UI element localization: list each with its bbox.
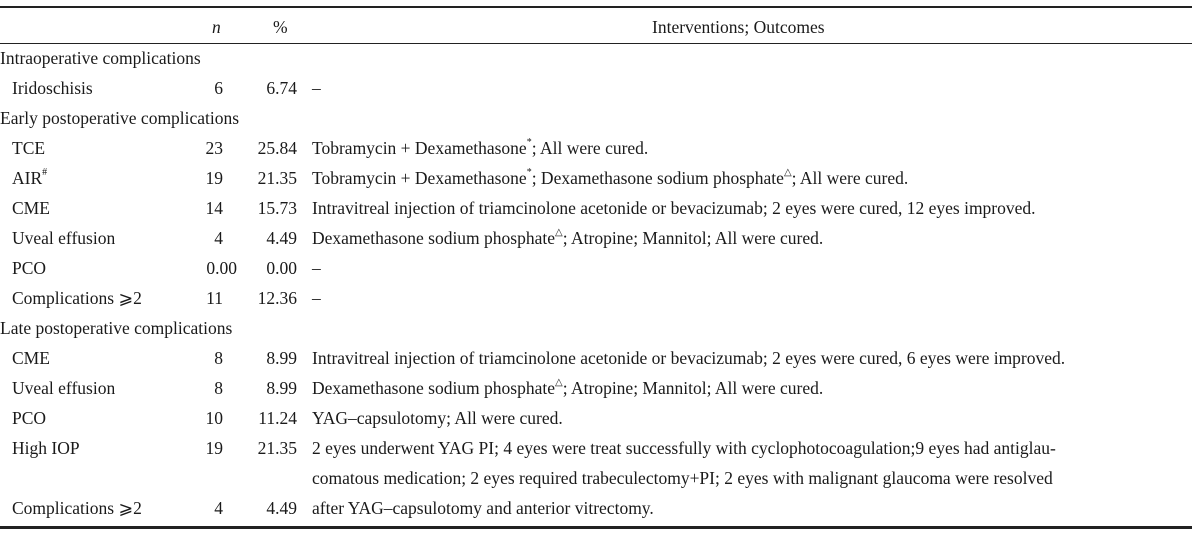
section-label: Early postoperative complications xyxy=(0,108,240,128)
interventions-text: after YAG–capsulotomy and anterior vitre… xyxy=(312,498,654,518)
row-label: CME xyxy=(12,348,50,368)
percent-cell: 8.99 xyxy=(266,348,297,368)
percent-cell: 8.99 xyxy=(266,378,297,398)
interventions-text: Dexamethasone sodium phosphate xyxy=(312,378,556,398)
count-cell: 6 xyxy=(214,78,223,98)
interventions-cell: Dexamethasone sodium phosphate△; Atropin… xyxy=(312,223,823,253)
interventions-text: YAG–capsulotomy; All were cured. xyxy=(312,408,563,428)
section-header-row: Early postoperative complications xyxy=(0,103,1198,133)
interventions-cell: Intravitreal injection of triamcinolone … xyxy=(312,343,1065,373)
row-label: TCE xyxy=(12,138,46,158)
interventions-cell: Tobramycin + Dexamethasone*; All were cu… xyxy=(312,133,648,163)
section-label: Late postoperative complications xyxy=(0,318,233,338)
count-cell: 10 xyxy=(205,408,224,428)
count-cell: 14 xyxy=(205,198,224,218)
section-header-row: Late postoperative complications xyxy=(0,313,1198,343)
interventions-cell: – xyxy=(312,283,321,313)
interventions-cell: Intravitreal injection of triamcinolone … xyxy=(312,193,1036,223)
percent-cell: 4.49 xyxy=(266,498,297,518)
percent-cell: 6.74 xyxy=(266,78,297,98)
row-label: PCO xyxy=(12,258,47,278)
count-cell: 11 xyxy=(206,288,223,308)
section-label: Intraoperative complications xyxy=(0,48,201,68)
section-header-row: Intraoperative complications xyxy=(0,43,1198,73)
interventions-cell: comatous medication; 2 eyes required tra… xyxy=(312,463,1053,493)
count-cell: 8 xyxy=(214,378,223,398)
header-percent: % xyxy=(273,17,288,37)
footnote-mark: # xyxy=(42,167,48,178)
row-label-text: AIR xyxy=(12,168,43,188)
table-row: Uveal effusion 8 8.99 Dexamethasone sodium … xyxy=(0,373,1198,403)
interventions-text: ; All were cured. xyxy=(531,138,649,158)
interventions-text: Intravitreal injection of triamcinolone … xyxy=(312,348,1066,368)
header-interventions: Interventions; Outcomes xyxy=(652,17,825,37)
percent-cell: 25.84 xyxy=(257,138,297,158)
footnote-mark: △ xyxy=(555,227,563,238)
interventions-cell: – xyxy=(312,253,321,283)
count-cell: 23 xyxy=(205,138,224,158)
table-row: Iridoschisis 6 6.74– xyxy=(0,73,1198,103)
interventions-text: – xyxy=(312,288,321,308)
interventions-text: Tobramycin + Dexamethasone xyxy=(312,138,527,158)
interventions-text: ; Atropine; Mannitol; All were cured. xyxy=(562,378,824,398)
count-cell: 4 xyxy=(214,228,223,248)
table-row: AIR# 19 21.35 Tobramycin + Dexamethasone*; … xyxy=(0,163,1198,193)
table-row: Complications ⩾2 4 4.49 after YAG–capsuloto… xyxy=(0,493,1198,523)
count-cell: 8 xyxy=(214,348,223,368)
bottom-rule xyxy=(0,526,1192,529)
interventions-text: 2 eyes underwent YAG PI; 4 eyes were tre… xyxy=(312,438,1056,458)
interventions-cell: Tobramycin + Dexamethasone*; Dexamethaso… xyxy=(312,163,908,193)
count-cell: 19 xyxy=(205,168,224,188)
interventions-text: ; Dexamethasone sodium phosphate xyxy=(531,168,784,188)
count-cell: 19 xyxy=(205,438,224,458)
interventions-cell: YAG–capsulotomy; All were cured. xyxy=(312,403,563,433)
interventions-text: comatous medication; 2 eyes required tra… xyxy=(312,468,1053,488)
interventions-text: – xyxy=(312,258,321,278)
percent-cell: 21.35 xyxy=(257,168,297,188)
row-label: Iridoschisis xyxy=(12,78,93,98)
table-row: TCE 23 25.84 Tobramycin + Dexamethasone*; A… xyxy=(0,133,1198,163)
row-label: PCO xyxy=(12,408,47,428)
interventions-cell: 2 eyes underwent YAG PI; 4 eyes were tre… xyxy=(312,433,1056,463)
interventions-text: Tobramycin + Dexamethasone xyxy=(312,168,527,188)
top-rule xyxy=(0,6,1192,8)
count-cell: 0.00 xyxy=(206,258,237,278)
row-label: AIR# xyxy=(12,163,47,193)
table-row: High IOP 19 21.35 2 eyes underwent YAG PI; … xyxy=(0,433,1198,463)
table-row: CME 8 8.99 Intravitreal injection of triamc… xyxy=(0,343,1198,373)
interventions-text: – xyxy=(312,78,321,98)
table-row: PCO 0.00 0.00– xyxy=(0,253,1198,283)
footnote-mark: △ xyxy=(555,377,563,388)
percent-cell: 11.24 xyxy=(258,408,297,428)
footnote-mark: * xyxy=(526,137,532,148)
interventions-cell: Dexamethasone sodium phosphate△; Atropin… xyxy=(312,373,823,403)
percent-cell: 4.49 xyxy=(266,228,297,248)
interventions-text: Intravitreal injection of triamcinolone … xyxy=(312,198,1036,218)
row-label: High IOP xyxy=(12,438,80,458)
interventions-text: ; All were cured. xyxy=(791,168,909,188)
row-label: Complications ⩾2 xyxy=(12,498,142,518)
footnote-mark: * xyxy=(526,167,532,178)
count-cell: 4 xyxy=(214,498,223,518)
interventions-text: Dexamethasone sodium phosphate xyxy=(312,228,556,248)
percent-cell: 12.36 xyxy=(257,288,297,308)
table-row: Uveal effusion 4 4.49 Dexamethasone sodium … xyxy=(0,223,1198,253)
table-row: CME 14 15.73 Intravitreal injection of tria… xyxy=(0,193,1198,223)
table-row: comatous medication; 2 eyes required tra… xyxy=(0,463,1198,493)
row-label: Uveal effusion xyxy=(12,228,116,248)
interventions-text: ; Atropine; Mannitol; All were cured. xyxy=(562,228,824,248)
interventions-cell: after YAG–capsulotomy and anterior vitre… xyxy=(312,493,654,523)
header-rule xyxy=(0,43,1192,44)
percent-cell: 15.73 xyxy=(257,198,297,218)
row-label: CME xyxy=(12,198,50,218)
interventions-cell: – xyxy=(312,73,321,103)
footnote-mark: △ xyxy=(783,167,792,178)
percent-cell: 0.00 xyxy=(266,258,297,278)
row-label: Uveal effusion xyxy=(12,378,116,398)
percent-cell: 21.35 xyxy=(257,438,297,458)
row-label: Complications ⩾2 xyxy=(12,288,142,308)
header-n: n xyxy=(212,17,221,37)
table-row: Complications ⩾2 11 12.36– xyxy=(0,283,1198,313)
table-row: PCO 10 11.24 YAG–capsulotomy; All were cure… xyxy=(0,403,1198,433)
